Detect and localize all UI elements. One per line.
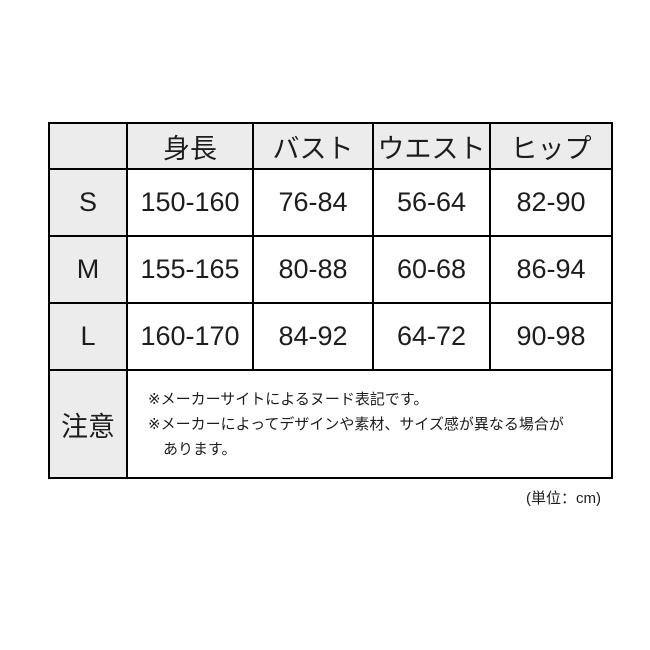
column-header-height: 身長 xyxy=(126,122,254,170)
size-label-s: S xyxy=(48,168,128,237)
cell-m-height: 155-165 xyxy=(126,235,254,304)
cell-l-waist: 64-72 xyxy=(372,302,491,371)
note-cell: ※メーカーサイトによるヌード表記です。 ※メーカーによってデザインや素材、サイズ… xyxy=(126,369,613,479)
table-row-note: 注意 ※メーカーサイトによるヌード表記です。 ※メーカーによってデザインや素材、… xyxy=(48,369,613,479)
table-row-l: L 160-170 84-92 64-72 90-98 xyxy=(48,302,613,371)
note-line-1: ※メーカーサイトによるヌード表記です。 xyxy=(148,390,429,408)
cell-m-hip: 86-94 xyxy=(489,235,613,304)
column-header-hip: ヒップ xyxy=(489,122,613,170)
cell-s-bust: 76-84 xyxy=(252,168,374,237)
cell-s-waist: 56-64 xyxy=(372,168,491,237)
note-label-cell: 注意 xyxy=(48,369,128,479)
header-row: 身長 バスト ウエスト ヒップ xyxy=(48,122,613,170)
column-header-bust: バスト xyxy=(252,122,374,170)
cell-l-bust: 84-92 xyxy=(252,302,374,371)
table-row-m: M 155-165 80-88 60-68 86-94 xyxy=(48,235,613,304)
cell-l-hip: 90-98 xyxy=(489,302,613,371)
cell-s-height: 150-160 xyxy=(126,168,254,237)
column-header-waist: ウエスト xyxy=(372,122,491,170)
unit-label: (単位：cm) xyxy=(526,490,601,507)
note-line-2: ※メーカーによってデザインや素材、サイズ感が異なる場合があります。 xyxy=(148,415,564,458)
size-chart-table: 身長 バスト ウエスト ヒップ S 150-160 76-84 56-64 82… xyxy=(48,122,613,479)
size-label-m: M xyxy=(48,235,128,304)
cell-m-bust: 80-88 xyxy=(252,235,374,304)
size-label-l: L xyxy=(48,302,128,371)
table-row-s: S 150-160 76-84 56-64 82-90 xyxy=(48,168,613,237)
cell-s-hip: 82-90 xyxy=(489,168,613,237)
cell-l-height: 160-170 xyxy=(126,302,254,371)
corner-cell xyxy=(48,122,128,170)
note-block: ※メーカーサイトによるヌード表記です。 ※メーカーによってデザインや素材、サイズ… xyxy=(148,387,574,462)
cell-m-waist: 60-68 xyxy=(372,235,491,304)
